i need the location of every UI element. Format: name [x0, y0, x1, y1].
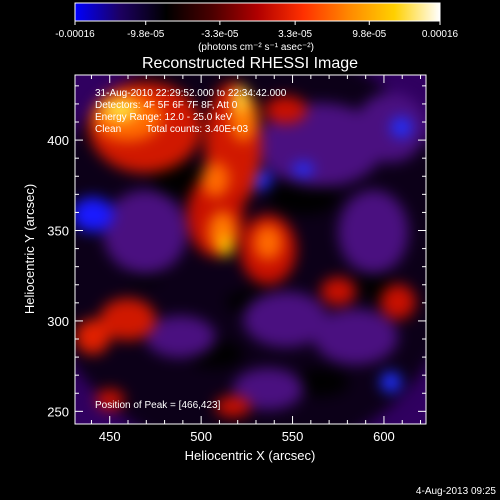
- chart-title: Reconstructed RHESSI Image: [142, 55, 358, 72]
- heatmap-blob: [99, 298, 156, 341]
- heatmap-blob: [292, 368, 349, 397]
- heatmap-blob: [103, 190, 188, 274]
- colorbar-tick-label: -3.3e-05: [201, 29, 239, 40]
- x-tick-label: 600: [373, 429, 395, 444]
- axes: 450 500 550 600 250 300 350 400: [47, 75, 426, 444]
- annotation-detectors: Detectors: 4F 5F 6F 7F 8F, Att 0: [95, 100, 238, 111]
- y-tick-label: 250: [47, 404, 69, 419]
- y-tick-label: 350: [47, 224, 69, 239]
- y-tick-label: 300: [47, 314, 69, 329]
- colorbar: [74, 2, 441, 22]
- annotation-time-range: 31-Aug-2010 22:29:52.000 to 22:34:42.000: [95, 88, 287, 99]
- annotation-counts: Total counts: 3.40E+03: [146, 124, 248, 135]
- x-tick-label: 500: [190, 429, 212, 444]
- heatmap-blob: [75, 197, 114, 233]
- annotation-energy: Energy Range: 12.0 - 25.0 keV: [95, 112, 233, 123]
- annotation-block: 31-Aug-2010 22:29:52.000 to 22:34:42.000…: [95, 88, 287, 411]
- heatmap-blob: [218, 235, 233, 257]
- heatmap-blob: [390, 116, 412, 138]
- heatmap-blob: [232, 85, 247, 114]
- heatmap-blob: [96, 389, 125, 411]
- colorbar-tick-label: 9.8e-05: [352, 29, 386, 40]
- heatmap-blob: [145, 315, 216, 358]
- heatmap-blob: [75, 319, 111, 355]
- heatmap-blob: [292, 162, 314, 177]
- heatmap-blob: [254, 225, 283, 260]
- heatmap-blob: [264, 95, 307, 124]
- annotation-peak: Position of Peak = [466,423]: [95, 400, 221, 411]
- x-tick-label: 550: [282, 429, 304, 444]
- footer-date: 4-Aug-2013 09:25: [416, 486, 497, 497]
- y-axis-label: Heliocentric Y (arcsec): [22, 184, 37, 314]
- colorbar-unit: (photons cm⁻² s⁻¹ asec⁻²): [198, 42, 314, 53]
- heatmap-blob: [103, 99, 139, 121]
- heatmap-blob: [380, 284, 416, 320]
- colorbar-ticks: -0.00016 -9.8e-05 -3.3e-05 3.3e-05 9.8e-05 0.…: [55, 21, 459, 40]
- annotation-clean: Clean: [95, 124, 121, 135]
- x-axis-label: Heliocentric X (arcsec): [185, 448, 316, 463]
- heatmap-blob: [313, 308, 398, 365]
- heatmap-blob: [201, 162, 230, 198]
- plot-frame: [74, 74, 427, 425]
- heatmap-blob: [380, 371, 402, 393]
- heatmap-blob: [257, 102, 384, 187]
- y-tick-label: 400: [47, 133, 69, 148]
- x-tick-label: 450: [99, 429, 121, 444]
- colorbar-tick-label: -9.8e-05: [127, 29, 165, 40]
- colorbar-tick-label: -0.00016: [55, 29, 95, 40]
- heatmap-blob: [215, 396, 251, 418]
- heatmap-blob: [243, 291, 328, 348]
- colorbar-tick-label: 3.3e-05: [278, 29, 312, 40]
- heatmap-blob: [232, 368, 304, 411]
- colorbar-tick-label: 0.00016: [422, 29, 459, 40]
- heatmap-blob: [268, 179, 339, 215]
- heatmap-area: [75, 75, 426, 424]
- heatmap-blob: [320, 277, 356, 306]
- heatmap-blob: [338, 190, 409, 274]
